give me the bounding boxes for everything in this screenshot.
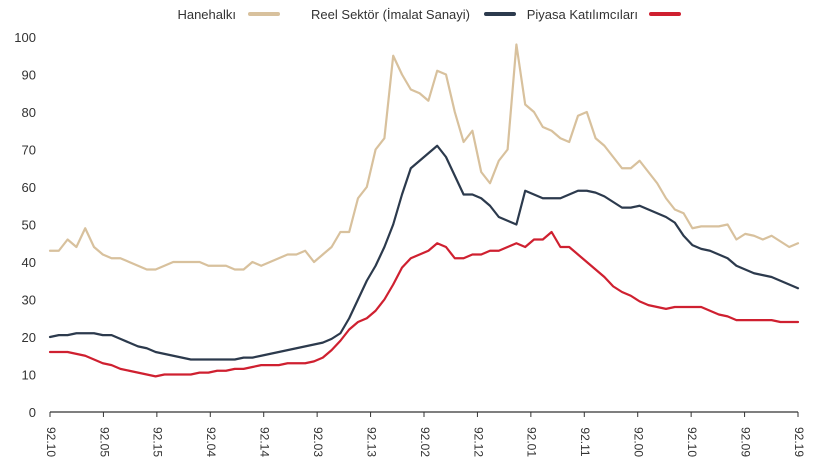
y-tick-label: 70 bbox=[22, 143, 36, 158]
x-tick-label: 92.14 bbox=[258, 427, 272, 457]
x-tick-label: 92.19 bbox=[792, 427, 806, 457]
legend-label-2: Piyasa Katılımcıları bbox=[527, 7, 638, 22]
series-line-1 bbox=[48, 144, 800, 361]
y-tick-label: 0 bbox=[29, 405, 36, 420]
x-tick-label: 92.10 bbox=[685, 427, 699, 457]
x-tick-label: 92.04 bbox=[204, 427, 218, 457]
y-tick-label: 10 bbox=[22, 368, 36, 383]
y-tick-label: 20 bbox=[22, 330, 36, 345]
x-axis: 92.10 92.05 92.15 92.04 92.14 92.03 92.13 92.02… bbox=[44, 412, 806, 457]
y-axis: 0 10 20 30 40 50 60 70 80 90 100 bbox=[14, 30, 36, 420]
series-line-0 bbox=[48, 43, 800, 271]
series-line-2 bbox=[48, 230, 800, 378]
series-group bbox=[48, 43, 800, 378]
y-tick-label: 60 bbox=[22, 180, 36, 195]
y-tick-label: 100 bbox=[14, 30, 36, 45]
x-tick-label: 92.02 bbox=[418, 427, 432, 457]
x-tick-label: 92.01 bbox=[525, 427, 539, 457]
legend-label-1: Reel Sektör (İmalat Sanayi) bbox=[311, 7, 470, 22]
legend-label-0: Hanehalkı bbox=[177, 7, 236, 22]
y-tick-label: 40 bbox=[22, 255, 36, 270]
x-tick-label: 92.13 bbox=[364, 427, 378, 457]
x-tick-label: 92.09 bbox=[738, 427, 752, 457]
x-tick-label: 92.00 bbox=[632, 427, 646, 457]
x-tick-label: 92.15 bbox=[151, 427, 165, 457]
y-tick-label: 30 bbox=[22, 293, 36, 308]
x-tick-label: 92.05 bbox=[97, 427, 111, 457]
x-tick-label: 92.03 bbox=[311, 427, 325, 457]
legend: Hanehalkı Reel Sektör (İmalat Sanayi) Piya… bbox=[177, 7, 681, 22]
x-tick-label: 92.12 bbox=[471, 427, 485, 457]
y-tick-label: 80 bbox=[22, 105, 36, 120]
y-tick-label: 50 bbox=[22, 218, 36, 233]
y-tick-label: 90 bbox=[22, 68, 36, 83]
x-tick-label: 92.11 bbox=[578, 427, 592, 456]
x-tick-label: 92.10 bbox=[44, 427, 58, 457]
